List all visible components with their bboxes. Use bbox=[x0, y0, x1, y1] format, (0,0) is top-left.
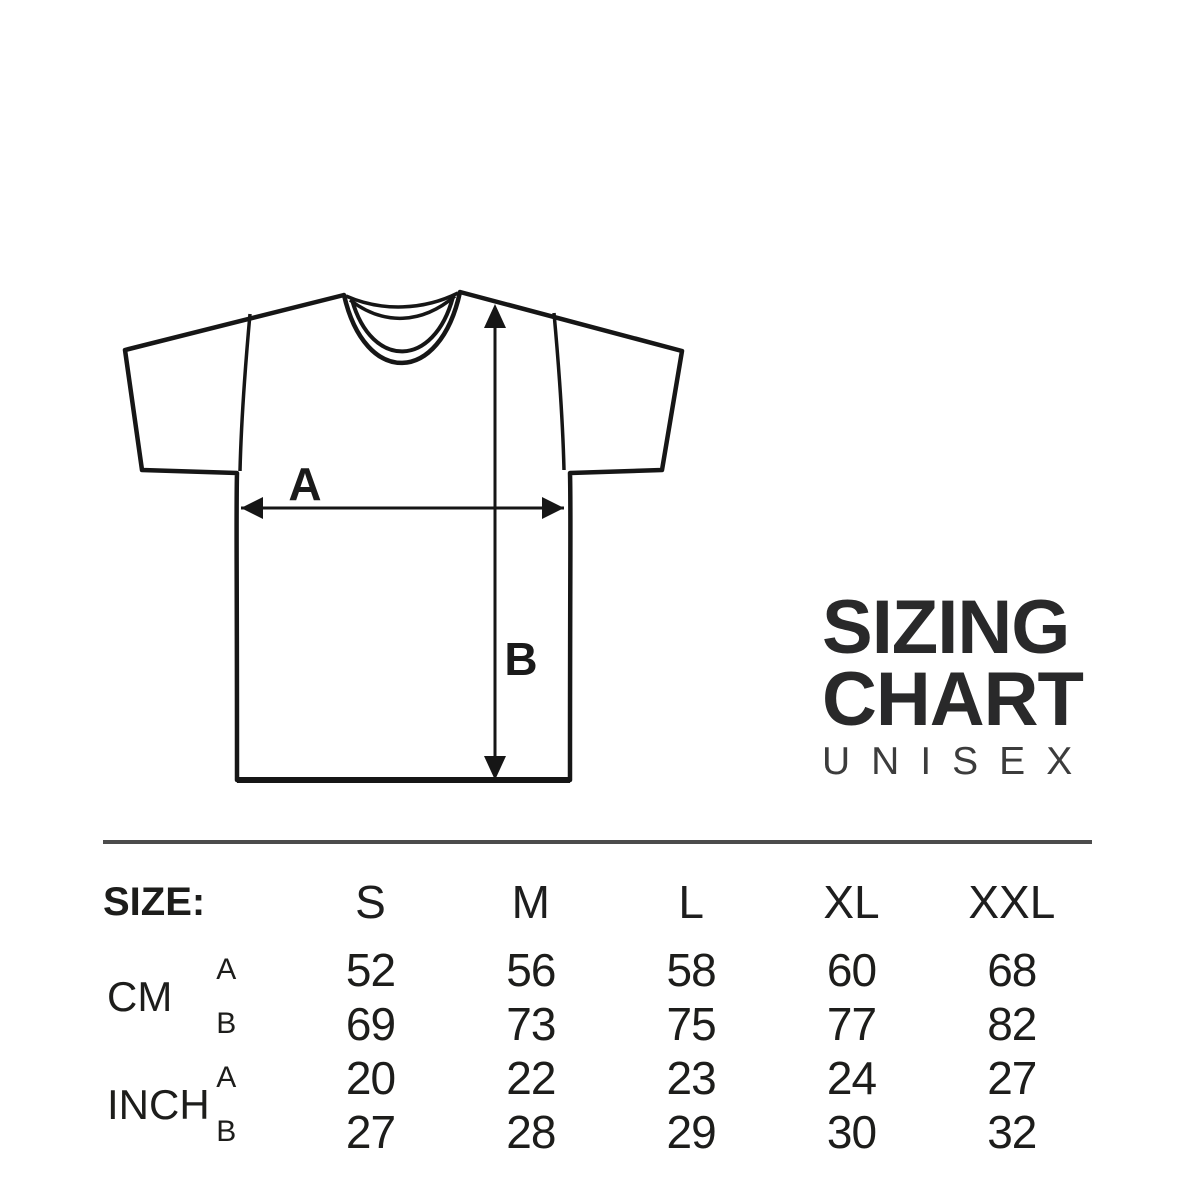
size-value: 56 bbox=[506, 944, 556, 996]
size-value: 28 bbox=[506, 1106, 556, 1158]
size-value: 27 bbox=[987, 1052, 1037, 1104]
width-arrow-label: A bbox=[288, 458, 321, 510]
length-arrow bbox=[484, 304, 506, 780]
size-value: 32 bbox=[987, 1106, 1037, 1158]
size-column-header: XL bbox=[823, 876, 880, 928]
table-row-inch-a: INCH A 20 22 23 24 27 bbox=[103, 1051, 1092, 1128]
size-value: 77 bbox=[826, 998, 877, 1050]
size-value: 73 bbox=[506, 998, 556, 1050]
size-value: 68 bbox=[987, 944, 1037, 996]
size-value: 23 bbox=[666, 1052, 717, 1104]
dim-label: B bbox=[216, 1115, 237, 1148]
size-value: 22 bbox=[506, 1052, 556, 1104]
size-column-header: XXL bbox=[968, 876, 1056, 928]
header-spacer bbox=[200, 844, 290, 943]
size-value: 75 bbox=[666, 998, 717, 1050]
size-header: SIZE: bbox=[103, 880, 206, 924]
width-arrow bbox=[241, 497, 564, 519]
table-row-inch-b: B 27 28 29 30 32 bbox=[103, 1105, 1092, 1159]
right-armhole-seam bbox=[552, 312, 566, 471]
size-value: 69 bbox=[345, 998, 396, 1050]
unit-label-cm: CM bbox=[107, 973, 173, 1020]
size-value: 20 bbox=[345, 1052, 396, 1104]
tshirt-diagram: A B bbox=[100, 250, 700, 810]
arrow-down-icon bbox=[484, 756, 506, 780]
collar-band-inner-back-line bbox=[348, 294, 457, 320]
size-column-header: M bbox=[511, 876, 550, 928]
size-value: 24 bbox=[826, 1052, 877, 1104]
collar-inner-curve bbox=[350, 296, 455, 354]
table-row-cm-a: CM A 52 56 58 60 68 bbox=[103, 943, 1092, 1020]
size-value: 52 bbox=[345, 944, 396, 996]
dim-label: B bbox=[216, 1007, 237, 1040]
dim-label: A bbox=[216, 1061, 237, 1094]
page-subtitle: UNISEX bbox=[822, 740, 1094, 783]
size-value: 60 bbox=[826, 944, 877, 996]
sizing-table: SIZE: S M L XL XXL CM A 52 56 58 60 68 B… bbox=[103, 840, 1092, 1159]
left-armhole-seam bbox=[238, 313, 252, 472]
tshirt-outline bbox=[122, 289, 685, 783]
size-value: 82 bbox=[987, 998, 1037, 1050]
length-arrow-label: B bbox=[504, 633, 537, 685]
size-value: 29 bbox=[666, 1106, 717, 1158]
size-value: 30 bbox=[826, 1106, 877, 1158]
size-column-header: L bbox=[678, 876, 704, 928]
size-value: 58 bbox=[666, 944, 717, 996]
arrow-left-icon bbox=[241, 497, 263, 519]
size-grid: SIZE: S M L XL XXL CM A 52 56 58 60 68 B… bbox=[103, 844, 1092, 1159]
size-column-header: S bbox=[355, 876, 386, 928]
table-header-row: SIZE: S M L XL XXL bbox=[103, 844, 1092, 943]
page-title-line2: CHART bbox=[822, 657, 1084, 742]
table-row-cm-b: B 69 73 75 77 82 bbox=[103, 997, 1092, 1051]
dim-label: A bbox=[216, 953, 237, 986]
unit-label-inch: INCH bbox=[107, 1081, 210, 1128]
collar-back-line bbox=[345, 291, 459, 309]
size-value: 27 bbox=[345, 1106, 396, 1158]
tshirt-svg: A B bbox=[122, 289, 685, 783]
title-block: SIZING CHART UNISEX bbox=[822, 585, 1094, 783]
arrow-up-icon bbox=[484, 304, 506, 328]
page-title-line1: SIZING bbox=[822, 585, 1070, 670]
arrow-right-icon bbox=[542, 497, 564, 519]
table-top-rule bbox=[103, 840, 1092, 844]
